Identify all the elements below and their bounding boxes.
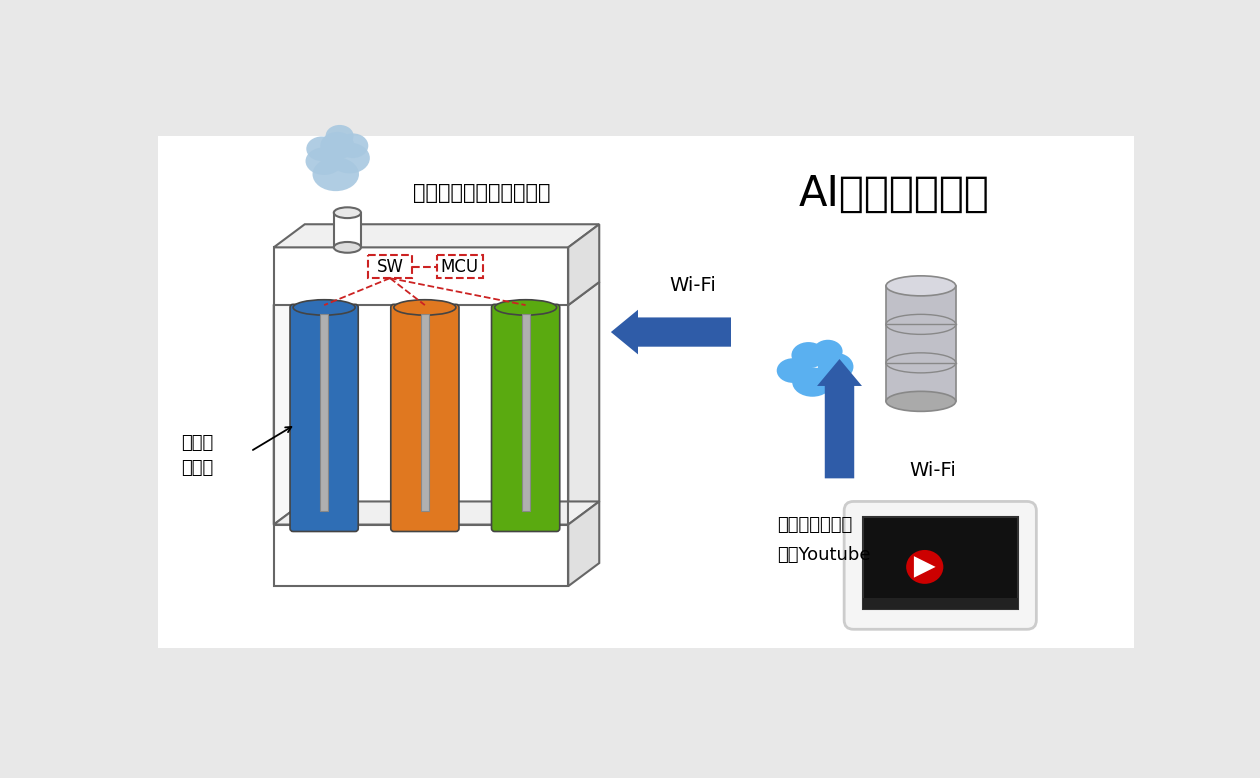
Ellipse shape [338, 133, 368, 158]
Ellipse shape [325, 125, 354, 146]
Ellipse shape [886, 391, 956, 412]
Text: 映像コンテンツ
例）Youtube: 映像コンテンツ 例）Youtube [777, 517, 871, 563]
FancyBboxPatch shape [844, 502, 1036, 629]
Text: SW: SW [377, 258, 403, 275]
Text: ベース：超音波型加湿器: ベース：超音波型加湿器 [413, 184, 551, 204]
Ellipse shape [495, 300, 557, 315]
FancyBboxPatch shape [368, 255, 412, 279]
FancyArrow shape [816, 359, 862, 478]
Ellipse shape [791, 342, 825, 368]
Polygon shape [568, 502, 600, 586]
Text: Wi-Fi: Wi-Fi [669, 276, 716, 296]
Ellipse shape [793, 367, 833, 397]
Polygon shape [334, 212, 360, 247]
Ellipse shape [334, 207, 360, 218]
Ellipse shape [818, 353, 853, 380]
FancyBboxPatch shape [863, 517, 1018, 609]
Polygon shape [273, 247, 568, 305]
Ellipse shape [320, 131, 354, 159]
FancyBboxPatch shape [391, 304, 459, 531]
Polygon shape [914, 556, 936, 578]
Polygon shape [886, 286, 956, 401]
FancyBboxPatch shape [436, 255, 483, 279]
Ellipse shape [330, 142, 370, 173]
Ellipse shape [813, 340, 843, 363]
Polygon shape [273, 282, 305, 524]
Ellipse shape [334, 242, 360, 253]
FancyBboxPatch shape [863, 598, 1018, 609]
Polygon shape [568, 224, 600, 305]
Ellipse shape [906, 550, 944, 584]
Text: アロマ
ボトル: アロマ ボトル [180, 434, 213, 477]
Polygon shape [273, 524, 568, 586]
Polygon shape [273, 502, 600, 524]
Text: AI（画像処理）: AI（画像処理） [799, 173, 989, 215]
Text: MCU: MCU [441, 258, 479, 275]
FancyBboxPatch shape [158, 135, 1134, 648]
Polygon shape [273, 224, 600, 247]
Text: Wi-Fi: Wi-Fi [910, 461, 956, 480]
FancyBboxPatch shape [320, 314, 328, 511]
FancyArrow shape [611, 310, 731, 355]
Polygon shape [568, 282, 600, 524]
FancyBboxPatch shape [421, 314, 428, 511]
Ellipse shape [394, 300, 456, 315]
FancyBboxPatch shape [491, 304, 559, 531]
Ellipse shape [312, 157, 359, 191]
Ellipse shape [776, 358, 809, 383]
FancyBboxPatch shape [522, 314, 529, 511]
Ellipse shape [294, 300, 355, 315]
Ellipse shape [886, 276, 956, 296]
Ellipse shape [305, 147, 343, 175]
Ellipse shape [306, 136, 338, 161]
FancyBboxPatch shape [290, 304, 358, 531]
